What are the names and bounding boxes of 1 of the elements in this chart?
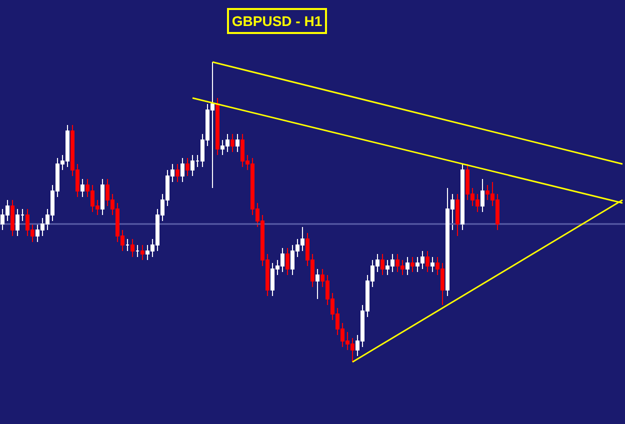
chart-title: GBPUSD - H1 xyxy=(227,8,327,34)
